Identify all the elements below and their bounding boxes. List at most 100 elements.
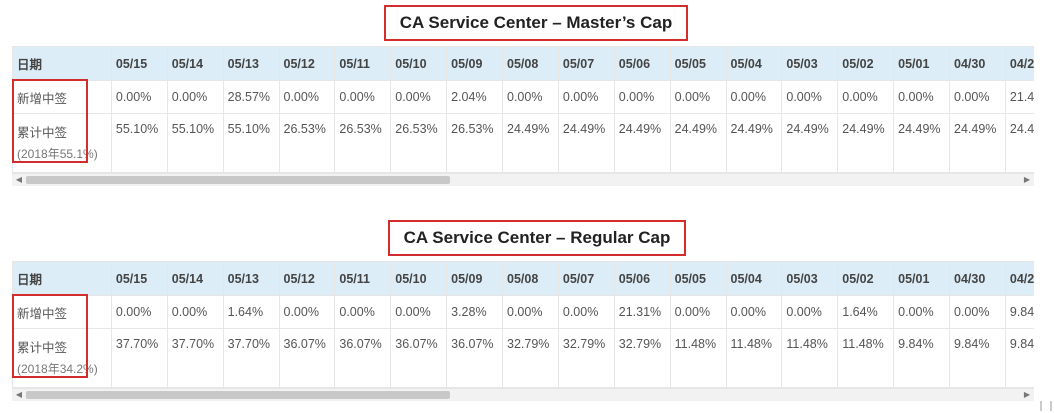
value-cell: 21.43 xyxy=(1004,80,1034,114)
master-cap-table: 日期 05/15 05/14 05/13 05/12 05/11 05/10 05/09 05/… xyxy=(12,46,1034,173)
arrow-right-icon[interactable]: ▶ xyxy=(1023,175,1031,184)
value-cell: 26.53% xyxy=(390,113,448,173)
value-cell: 0.00% xyxy=(669,295,727,329)
value-cell: 24.49% xyxy=(669,113,727,173)
value-cell: 24.49% xyxy=(949,113,1006,173)
date-column-header: 05/06 xyxy=(613,261,671,296)
value-cell: 36.07% xyxy=(334,328,392,388)
new-row: 新增中签 0.00% 0.00% 28.57% 0.00% 0.00% 0.00% 2.04%… xyxy=(12,80,1034,114)
value-cell: 0.00% xyxy=(893,80,950,114)
arrow-left-icon[interactable]: ◀ xyxy=(15,390,23,399)
value-cell: 24.49% xyxy=(502,113,559,173)
header-row: 日期 05/15 05/14 05/13 05/12 05/11 05/10 05/09 05/… xyxy=(12,261,1034,296)
value-cell: 0.00% xyxy=(893,295,950,329)
date-column-header: 05/12 xyxy=(278,261,336,296)
date-column-header: 05/09 xyxy=(446,46,503,81)
value-cell: 9.84% xyxy=(949,328,1006,388)
value-cell: 24.49% xyxy=(893,113,950,173)
value-cell: 11.48% xyxy=(781,328,839,388)
date-column-header: 05/05 xyxy=(669,46,727,81)
master-cap-table-container: 日期 05/15 05/14 05/13 05/12 05/11 05/10 05/09 05/… xyxy=(12,46,1034,173)
value-cell: 9.84% xyxy=(1004,295,1034,329)
value-cell: 0.00% xyxy=(334,295,392,329)
arrow-left-icon[interactable]: ◀ xyxy=(15,175,23,184)
scroll-thumb[interactable] xyxy=(26,391,450,399)
cumulative-row: 累计中签 (2018年55.1%) 55.10% 55.10% 55.10% 26.53%… xyxy=(12,113,1034,173)
row-label: 累计中签 xyxy=(17,341,68,355)
value-cell: 11.48% xyxy=(669,328,727,388)
value-cell: 0.00% xyxy=(390,295,448,329)
value-cell: 36.07% xyxy=(390,328,448,388)
date-column-header: 05/11 xyxy=(334,46,392,81)
value-cell: 32.79% xyxy=(613,328,671,388)
date-column-header: 05/08 xyxy=(502,46,559,81)
date-column-header: 05/15 xyxy=(110,261,168,296)
date-column-header: 05/04 xyxy=(725,261,783,296)
value-cell: 55.10% xyxy=(110,113,168,173)
value-cell: 0.00% xyxy=(334,80,392,114)
value-cell: 0.00% xyxy=(502,80,559,114)
value-cell: 11.48% xyxy=(725,328,783,388)
value-cell: 24.49% xyxy=(613,113,671,173)
value-cell: 37.70% xyxy=(110,328,168,388)
value-cell: 0.00% xyxy=(166,80,224,114)
horizontal-scrollbar[interactable]: ◀ ▶ xyxy=(12,388,1034,401)
value-cell: 9.84% xyxy=(1004,328,1034,388)
value-cell: 0.00% xyxy=(278,295,336,329)
value-cell: 0.00% xyxy=(166,295,224,329)
date-column-header: 05/14 xyxy=(166,261,224,296)
date-column-header: 04/29 xyxy=(1004,46,1034,81)
value-cell: 0.00% xyxy=(781,295,839,329)
date-column-header: 05/02 xyxy=(837,46,895,81)
horizontal-scrollbar[interactable]: ◀ ▶ xyxy=(12,173,1034,186)
value-cell: 55.10% xyxy=(222,113,280,173)
row-label-cell: 新增中签 xyxy=(12,80,112,114)
value-cell: 3.28% xyxy=(446,295,503,329)
value-cell: 24.49% xyxy=(557,113,615,173)
date-column-header: 05/02 xyxy=(837,261,895,296)
date-column-header: 05/01 xyxy=(893,46,950,81)
value-cell: 26.53% xyxy=(334,113,392,173)
value-cell: 37.70% xyxy=(222,328,280,388)
date-column-header: 05/04 xyxy=(725,46,783,81)
date-column-header: 05/09 xyxy=(446,261,503,296)
value-cell: 0.00% xyxy=(949,295,1006,329)
row-label: 新增中签 xyxy=(17,91,68,106)
value-cell: 21.31% xyxy=(613,295,671,329)
cumulative-row: 累计中签 (2018年34.2%) 37.70% 37.70% 37.70% 36.07%… xyxy=(12,328,1034,388)
value-cell: 0.00% xyxy=(725,80,783,114)
row-label-cell: 累计中签 (2018年34.2%) xyxy=(12,328,112,388)
date-column-header: 05/08 xyxy=(502,261,559,296)
date-column-header: 05/10 xyxy=(390,46,448,81)
date-column-header: 05/14 xyxy=(166,46,224,81)
regular-cap-table-container: 日期 05/15 05/14 05/13 05/12 05/11 05/10 05/09 05/… xyxy=(12,261,1034,388)
value-cell: 37.70% xyxy=(166,328,224,388)
value-cell: 0.00% xyxy=(110,295,168,329)
date-column-header: 05/11 xyxy=(334,261,392,296)
row-label-cell: 累计中签 (2018年55.1%) xyxy=(12,113,112,173)
value-cell: 0.00% xyxy=(390,80,448,114)
value-cell: 0.00% xyxy=(557,295,615,329)
value-cell: 2.04% xyxy=(446,80,503,114)
row-label-note: (2018年55.1%) xyxy=(17,147,98,161)
value-cell: 26.53% xyxy=(446,113,503,173)
value-cell: 24.49% xyxy=(837,113,895,173)
header-date-label: 日期 xyxy=(12,46,112,81)
header-row: 日期 05/15 05/14 05/13 05/12 05/11 05/10 05/09 05/… xyxy=(12,46,1034,81)
regular-cap-table: 日期 05/15 05/14 05/13 05/12 05/11 05/10 05/09 05/… xyxy=(12,261,1034,388)
arrow-right-icon[interactable]: ▶ xyxy=(1023,390,1031,399)
value-cell: 24.49% xyxy=(781,113,839,173)
value-cell: 0.00% xyxy=(502,295,559,329)
regular-cap-title: CA Service Center – Regular Cap xyxy=(387,220,687,256)
date-column-header: 04/29 xyxy=(1004,261,1034,296)
date-column-header: 05/03 xyxy=(781,261,839,296)
date-column-header: 05/13 xyxy=(222,46,280,81)
row-label: 累计中签 xyxy=(17,126,68,140)
scroll-thumb[interactable] xyxy=(26,176,450,184)
window-corner xyxy=(1040,401,1052,411)
value-cell: 26.53% xyxy=(278,113,336,173)
value-cell: 0.00% xyxy=(725,295,783,329)
value-cell: 11.48% xyxy=(837,328,895,388)
header-date-label: 日期 xyxy=(12,261,112,296)
value-cell: 32.79% xyxy=(557,328,615,388)
